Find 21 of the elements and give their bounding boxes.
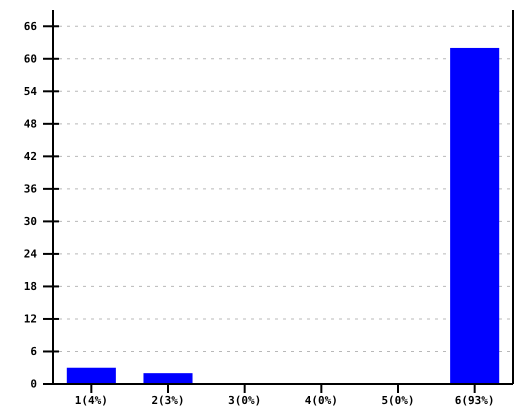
bar [450, 48, 500, 384]
x-tick-label: 6(93%) [454, 394, 495, 407]
x-tick-label: 2(3%) [151, 394, 185, 407]
y-tick-label: 36 [24, 182, 38, 196]
y-tick-label: 18 [24, 280, 37, 293]
x-tick-label: 4(0%) [304, 394, 338, 407]
y-tick-label: 60 [24, 52, 37, 66]
x-tick-label: 1(4%) [74, 394, 108, 407]
y-tick-label: 6 [30, 345, 38, 358]
y-tick-label: 66 [24, 20, 38, 33]
y-tick-label: 48 [24, 117, 37, 130]
y-tick-label: 54 [24, 84, 38, 98]
bar [143, 373, 193, 384]
y-tick-label: 42 [24, 150, 37, 163]
bar [66, 368, 116, 384]
y-tick-label: 12 [24, 312, 37, 326]
y-tick-label: 24 [24, 247, 38, 260]
y-tick-label: 30 [24, 214, 37, 228]
x-tick-label: 5(0%) [381, 394, 415, 407]
x-tick-label: 3(0%) [228, 394, 262, 407]
y-tick-label: 0 [30, 378, 37, 391]
